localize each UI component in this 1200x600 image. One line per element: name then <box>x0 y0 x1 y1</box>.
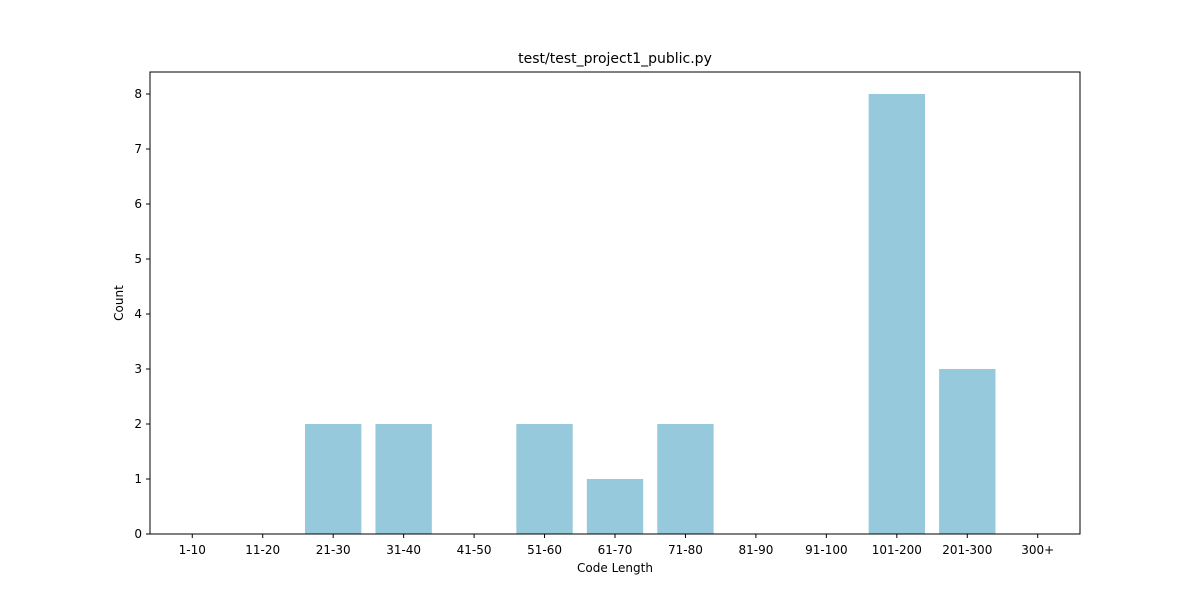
bar-21-30 <box>305 424 362 534</box>
x-tick-label: 201-300 <box>942 543 992 557</box>
bar-51-60 <box>516 424 573 534</box>
bar-31-40 <box>375 424 432 534</box>
x-tick-label: 61-70 <box>598 543 633 557</box>
bar-71-80 <box>657 424 714 534</box>
y-tick-label: 1 <box>134 472 142 486</box>
x-tick-label: 21-30 <box>316 543 351 557</box>
y-tick-label: 0 <box>134 527 142 541</box>
x-tick-label: 101-200 <box>872 543 922 557</box>
x-axis-label: Code Length <box>577 561 653 575</box>
x-tick-label: 71-80 <box>668 543 703 557</box>
x-tick-label: 41-50 <box>457 543 492 557</box>
y-tick-label: 8 <box>134 87 142 101</box>
y-tick-label: 3 <box>134 362 142 376</box>
x-tick-label: 51-60 <box>527 543 562 557</box>
y-axis: 0 1 2 3 4 5 6 7 8 <box>134 87 150 541</box>
x-tick-label: 91-100 <box>805 543 848 557</box>
x-tick-label: 300+ <box>1021 543 1054 557</box>
bar-61-70 <box>586 479 644 534</box>
x-tick-label: 11-20 <box>245 543 280 557</box>
y-tick-label: 6 <box>134 197 142 211</box>
y-axis-label: Count <box>112 285 126 321</box>
y-tick-label: 7 <box>134 142 142 156</box>
chart-title: test/test_project1_public.py <box>518 51 712 67</box>
y-tick-label: 2 <box>134 417 142 431</box>
y-tick-label: 5 <box>134 252 142 266</box>
x-tick-label: 31-40 <box>386 543 421 557</box>
x-tick-label: 1-10 <box>179 543 206 557</box>
bar-101-200 <box>868 94 925 534</box>
x-axis: 1-10 11-20 21-30 31-40 41-50 51-60 61-70 71-80 8… <box>179 534 1054 557</box>
bars-layer <box>305 94 996 534</box>
bar-201-300 <box>939 369 996 534</box>
y-tick-label: 4 <box>134 307 142 321</box>
x-tick-label: 81-90 <box>738 543 773 557</box>
